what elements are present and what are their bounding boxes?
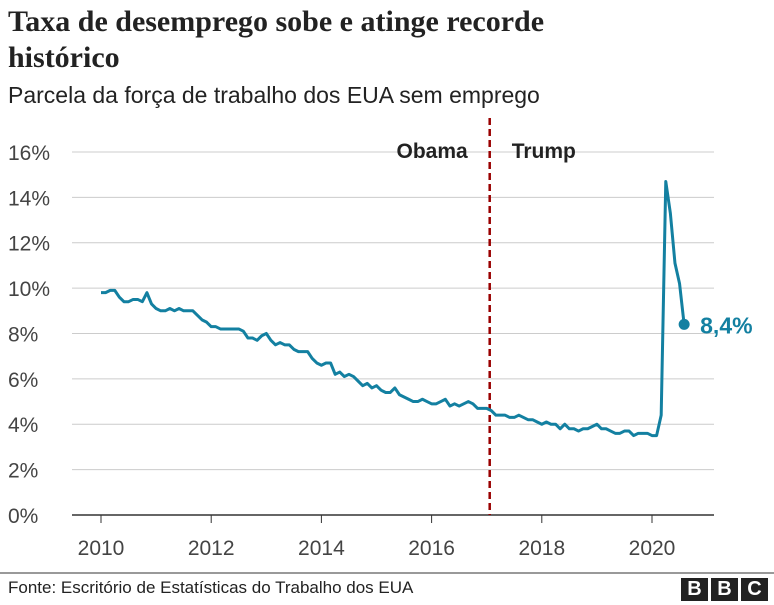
source-note: Fonte: Escritório de Estatísticas do Tra… <box>8 578 414 597</box>
y-tick-label: 14% <box>8 187 50 210</box>
y-tick-label: 6% <box>8 369 38 392</box>
y-tick-label: 0% <box>8 505 38 528</box>
y-tick-label: 2% <box>8 460 38 483</box>
x-tick-label: 2020 <box>629 537 676 560</box>
chart-title: Taxa de desemprego sobe e atinge recorde… <box>8 5 545 74</box>
footer-divider <box>0 572 774 574</box>
x-tick-label: 2012 <box>188 537 235 560</box>
end-point-marker <box>678 318 690 330</box>
y-tick-label: 16% <box>8 142 50 165</box>
x-tick-label: 2010 <box>78 537 125 560</box>
x-tick-label: 2018 <box>518 537 565 560</box>
obama-label: Obama <box>396 140 468 163</box>
unemployment-line <box>101 179 686 438</box>
chart-subtitle: Parcela da força de trabalho dos EUA sem… <box>8 82 540 108</box>
x-tick-label: 2016 <box>408 537 455 560</box>
x-tick-label: 2014 <box>298 537 345 560</box>
trump-label: Trump <box>512 140 576 163</box>
end-value-label: 8,4% <box>700 312 752 338</box>
y-tick-label: 10% <box>8 278 50 301</box>
y-tick-label: 8% <box>8 323 38 346</box>
line-chart: 0% 2% 4% 6% 8% 10% 12% 14% 16% 2010 2012 2014 2016 20… <box>8 118 753 560</box>
y-tick-label: 12% <box>8 233 50 256</box>
y-tick-label: 4% <box>8 414 38 437</box>
